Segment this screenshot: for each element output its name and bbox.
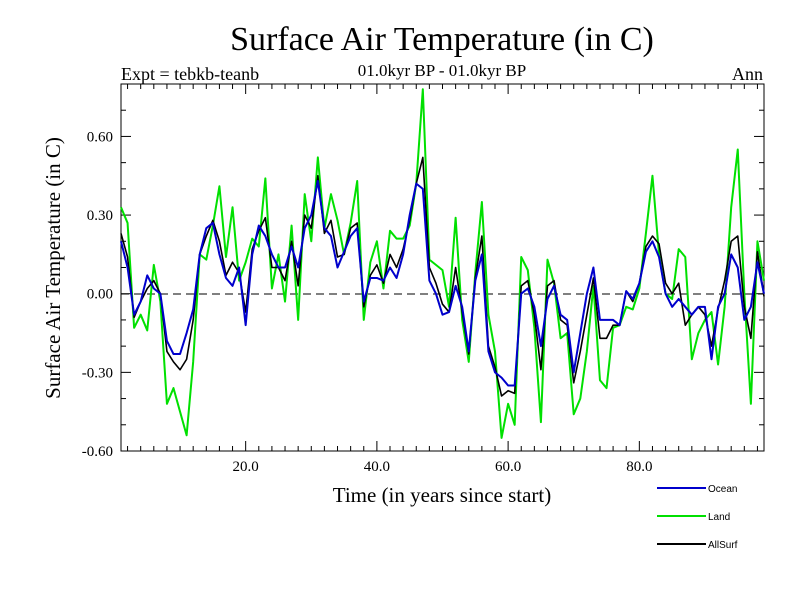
legend: Ocean Land AllSurf — [657, 484, 738, 551]
tick-labels: 20.0 40.0 60.0 80.0 -0.60 -0.30 0.00 0.30 0.60 — [82, 129, 653, 475]
chart-subtitle: 01.0kyr BP - 01.0kyr BP — [358, 61, 526, 80]
plot-frame — [120, 83, 765, 452]
x-tick-label: 80.0 — [626, 459, 652, 475]
legend-label-ocean: Ocean — [708, 484, 737, 495]
y-tick-label: -0.60 — [82, 444, 113, 460]
x-tick-label: 20.0 — [233, 459, 259, 475]
y-axis-label: Surface Air Temperature (in C) — [41, 137, 65, 399]
season-label: Ann — [732, 64, 763, 84]
series-line-allsurf — [120, 156, 765, 397]
x-tick-label: 60.0 — [495, 459, 521, 475]
y-tick-label: 0.00 — [87, 287, 113, 303]
series-line-land — [120, 88, 765, 439]
y-tick-label: 0.30 — [87, 208, 113, 224]
x-tick-label: 40.0 — [364, 459, 390, 475]
series-line-ocean — [120, 179, 765, 387]
axis-ticks — [121, 83, 764, 452]
y-tick-label: 0.60 — [87, 129, 113, 145]
x-axis-label: Time (in years since start) — [333, 483, 552, 507]
chart-title: Surface Air Temperature (in C) — [230, 21, 654, 58]
legend-label-allsurf: AllSurf — [708, 540, 738, 551]
series-lines — [120, 88, 765, 439]
y-tick-label: -0.30 — [82, 365, 113, 381]
experiment-label: Expt = tebkb-teanb — [121, 64, 259, 84]
legend-label-land: Land — [708, 512, 730, 523]
